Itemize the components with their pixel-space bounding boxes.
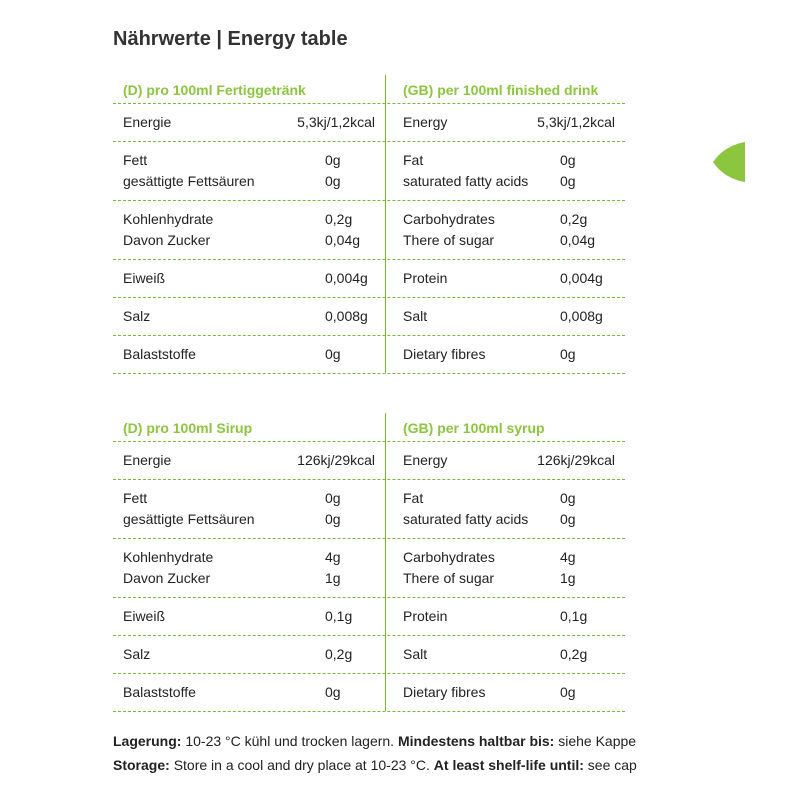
column-header: (GB) per 100ml finished drink (403, 82, 599, 98)
nutrient-value: 0,008g (325, 308, 368, 324)
nutrient-value: 0,2g (560, 646, 588, 662)
nutrient-value: 4g (325, 549, 341, 565)
nutrient-value: 1g (560, 570, 576, 586)
nutrient-label: Salz (123, 646, 151, 662)
nutrient-value: 1g (325, 570, 341, 586)
nutrient-label: Eiweiß (123, 270, 166, 286)
nutrient-value: 126kj/29kcal (297, 452, 375, 468)
nutrient-value: 0,04g (325, 232, 361, 248)
nutrient-value: 0g (560, 173, 576, 189)
nutrient-value: 0g (560, 152, 576, 168)
nutrient-label: Balaststoffe (123, 684, 196, 700)
row-divider (113, 200, 625, 201)
nutrient-label: Fat (403, 152, 424, 168)
nutrient-label: Davon Zucker (123, 570, 211, 586)
nutrient-label: There of sugar (403, 232, 495, 248)
nutrient-label: Protein (403, 270, 448, 286)
nutrient-value: 0g (325, 490, 341, 506)
nutrient-value: 0,1g (325, 608, 353, 624)
nutrient-label: gesättigte Fettsäuren (123, 173, 255, 189)
nutrient-value: 0,004g (325, 270, 368, 286)
nutrient-label: Eiweiß (123, 608, 166, 624)
row-divider (113, 441, 625, 442)
footer-label: At least shelf-life until: (433, 757, 584, 773)
nutrient-label: saturated fatty acids (403, 511, 529, 527)
row-divider (113, 141, 625, 142)
nutrient-value: 0,2g (325, 646, 353, 662)
row-divider (113, 335, 625, 336)
nutrient-value: 0,1g (560, 608, 588, 624)
nutrient-label: There of sugar (403, 570, 495, 586)
nutrient-value: 0g (325, 152, 341, 168)
nutrient-value: 0,008g (560, 308, 603, 324)
nutrient-value: 0,04g (560, 232, 596, 248)
column-divider (385, 75, 386, 373)
nutrient-label: Davon Zucker (123, 232, 211, 248)
column-header: (D) pro 100ml Sirup (123, 420, 253, 436)
nutrient-label: Fat (403, 490, 424, 506)
row-divider (113, 538, 625, 539)
nutrient-value: 0g (560, 684, 576, 700)
nutrient-value: 126kj/29kcal (537, 452, 615, 468)
nutrient-label: Energie (123, 114, 172, 130)
footer-text: siehe Kappe (558, 733, 637, 749)
nutrient-label: saturated fatty acids (403, 173, 529, 189)
nutrient-value: 0,004g (560, 270, 603, 286)
row-divider (113, 103, 625, 104)
nutrient-value: 4g (560, 549, 576, 565)
nutrient-label: Carbohydrates (403, 211, 495, 227)
row-divider (113, 597, 625, 598)
footer-label: Mindestens haltbar bis: (397, 733, 555, 749)
nutrient-label: Salt (403, 646, 428, 662)
nutrient-label: Energy (403, 452, 448, 468)
footer-label: Storage: (113, 757, 170, 773)
nutrient-label: gesättigte Fettsäuren (123, 511, 255, 527)
column-divider (385, 413, 386, 711)
column-header: (GB) per 100ml syrup (403, 420, 545, 436)
nutrient-label: Dietary fibres (403, 346, 486, 362)
footer-text: see cap (587, 757, 637, 773)
nutrient-value: 0,2g (560, 211, 588, 227)
nutrient-value: 5,3kj/1,2kcal (297, 114, 375, 130)
title: Nährwerte | Energy table (113, 28, 348, 50)
row-divider (113, 259, 625, 260)
nutrient-label: Protein (403, 608, 448, 624)
nutrient-label: Balaststoffe (123, 346, 196, 362)
nutrient-label: Salt (403, 308, 428, 324)
nutrient-value: 5,3kj/1,2kcal (537, 114, 615, 130)
footer-line: Lagerung: 10-23 °C kühl und trocken lage… (113, 733, 636, 749)
column-header: (D) pro 100ml Fertiggetränk (123, 82, 306, 98)
nutrient-label: Energy (403, 114, 448, 130)
nutrient-value: 0g (560, 511, 576, 527)
footer-line: Storage: Store in a cool and dry place a… (113, 757, 637, 773)
nutrient-label: Kohlenhydrate (123, 211, 214, 227)
nutrient-value: 0g (325, 684, 341, 700)
nutrient-label: Energie (123, 452, 172, 468)
nutrient-label: Salz (123, 308, 151, 324)
nutrient-value: 0g (325, 346, 341, 362)
footer-label: Lagerung: (113, 733, 182, 749)
nutrient-label: Fett (123, 490, 148, 506)
leaf (713, 142, 745, 182)
nutrient-label: Kohlenhydrate (123, 549, 214, 565)
nutrient-value: 0g (560, 346, 576, 362)
row-divider (113, 297, 625, 298)
row-divider (113, 673, 625, 674)
nutrient-label: Dietary fibres (403, 684, 486, 700)
row-divider (113, 635, 625, 636)
row-divider (113, 373, 625, 374)
nutrient-label: Carbohydrates (403, 549, 495, 565)
nutrient-value: 0,2g (325, 211, 353, 227)
footer-text: Store in a cool and dry place at 10-23 °… (173, 757, 430, 773)
footer-text: 10-23 °C kühl und trocken lagern. (185, 733, 395, 749)
nutrient-value: 0g (325, 173, 341, 189)
nutrient-value: 0g (560, 490, 576, 506)
row-divider (113, 711, 625, 712)
nutrient-value: 0g (325, 511, 341, 527)
nutrient-label: Fett (123, 152, 148, 168)
row-divider (113, 479, 625, 480)
